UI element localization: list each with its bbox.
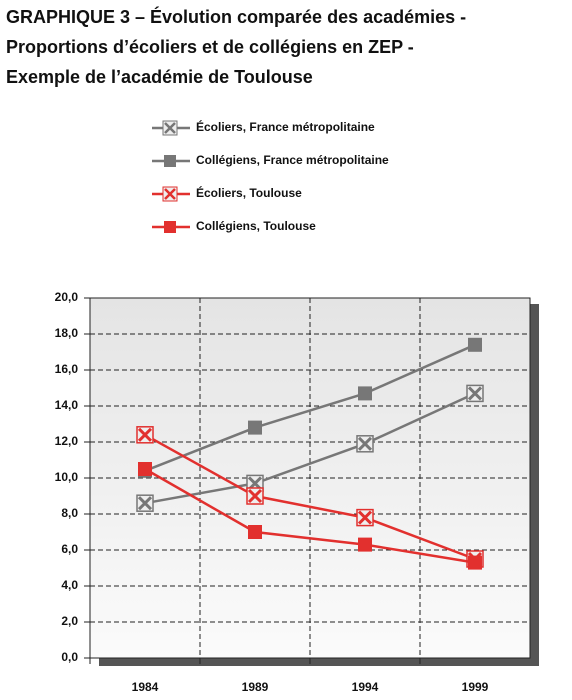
y-tick-label: 10,0 (55, 470, 79, 484)
legend-label: Collégiens, Toulouse (196, 219, 316, 233)
legend-label: Collégiens, France métropolitaine (196, 153, 389, 167)
y-tick-label: 16,0 (55, 362, 79, 376)
marker-square (468, 337, 482, 352)
legend-label: Écoliers, Toulouse (196, 185, 302, 200)
legend-marker (164, 155, 176, 167)
marker-square (248, 420, 262, 435)
x-tick-label: 1999 (462, 680, 489, 694)
point (468, 555, 482, 570)
point (138, 462, 152, 476)
marker-square (358, 537, 372, 552)
marker-square (138, 462, 152, 476)
series-line (144, 343, 476, 472)
marker-square (358, 386, 372, 401)
marker-x (247, 488, 263, 504)
legend-square (164, 221, 176, 233)
x-tick-label: 1989 (242, 680, 269, 694)
point (356, 508, 374, 527)
y-tick-label: 14,0 (55, 398, 79, 412)
chart-title: Exemple de l’académie de Toulouse (6, 67, 313, 87)
y-tick-label: 20,0 (55, 290, 79, 304)
y-tick-label: 2,0 (61, 614, 78, 628)
point (356, 435, 374, 453)
marker-x (137, 427, 153, 442)
legend-marker (162, 186, 178, 202)
point (468, 337, 482, 352)
legend-label: Écoliers, France métropolitaine (196, 119, 375, 134)
point (466, 384, 484, 403)
point (248, 525, 262, 539)
legend-marker (164, 221, 176, 233)
point (136, 426, 154, 444)
point (246, 487, 264, 505)
point (248, 420, 262, 435)
marker-x (467, 386, 483, 401)
marker-square (248, 525, 262, 539)
marker-x (357, 510, 373, 525)
legend-marker (162, 120, 178, 136)
marker-square (468, 555, 482, 570)
legend-x (164, 122, 176, 134)
y-tick-label: 6,0 (61, 542, 78, 556)
x-tick-label: 1994 (352, 680, 379, 694)
point (358, 537, 372, 552)
legend-x (164, 188, 176, 200)
chart-title: GRAPHIQUE 3 – Évolution comparée des aca… (6, 6, 466, 27)
point (136, 494, 154, 512)
series-line (144, 392, 476, 505)
legend-square (164, 155, 176, 167)
point (358, 386, 372, 401)
y-tick-label: 4,0 (61, 578, 78, 592)
y-tick-label: 8,0 (61, 506, 78, 520)
marker-x (357, 436, 373, 451)
series-line (144, 433, 476, 561)
marker-x (137, 496, 153, 511)
x-tick-label: 1984 (132, 680, 159, 694)
y-tick-label: 12,0 (55, 434, 79, 448)
series-line (144, 467, 476, 564)
chart-title: Proportions d’écoliers et de collégiens … (6, 37, 414, 57)
y-tick-label: 0,0 (61, 650, 78, 664)
y-tick-label: 18,0 (55, 326, 79, 340)
